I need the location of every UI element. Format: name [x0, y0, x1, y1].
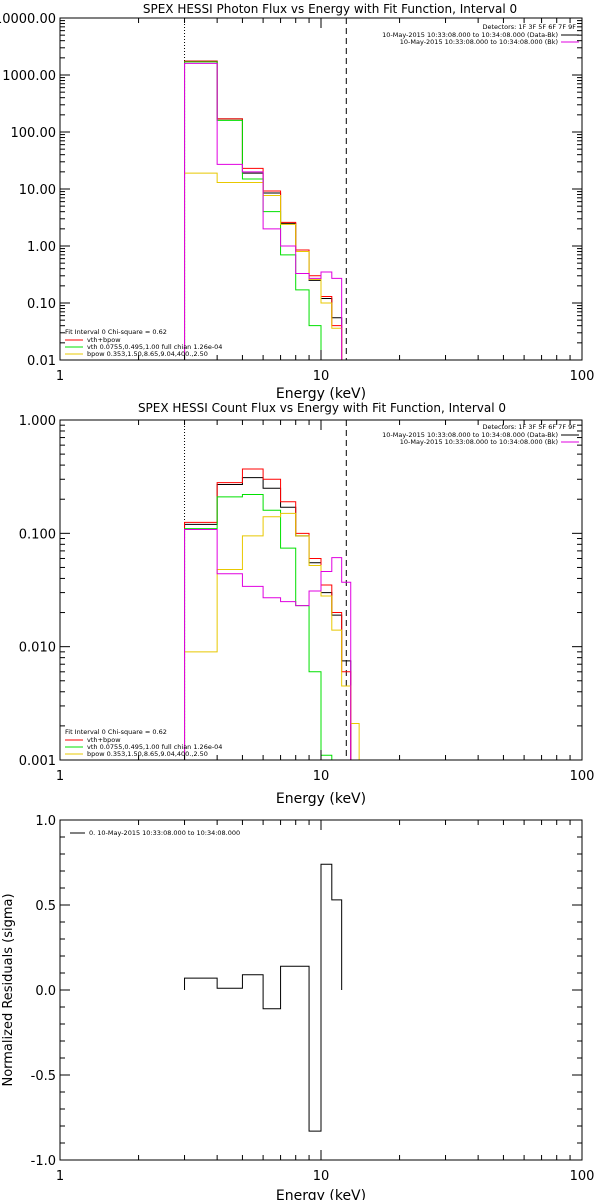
photon-legend-bpow-label: bpow 0.353,1.50,8.65,9.04,400.,2.50 [87, 350, 208, 358]
y-tick-label: 1.0 [35, 814, 56, 829]
photon-legend-bk-label: 10-May-2015 10:33:08.000 to 10:34:08.000… [400, 38, 558, 46]
y-tick-label: 100.00 [11, 126, 57, 141]
x-tick-label: 100 [570, 1169, 595, 1184]
y-tick-label: 1.000 [19, 414, 56, 429]
residuals-legend: 0. 10-May-2015 10:33:08.000 to 10:34:08.… [70, 829, 240, 837]
residuals-axes: 1 10 100 -1.0 -0.5 0.0 0.5 1.0 [31, 814, 595, 1184]
count-chart-title: SPEX HESSI Count Flux vs Energy with Fit… [138, 401, 506, 415]
count-legend-top: 10-May-2015 10:33:08.000 to 10:34:08.000… [382, 431, 579, 446]
y-tick-label: 0.01 [27, 354, 56, 369]
y-tick-label: 0.0 [35, 984, 56, 999]
count-fit-legend: Fit Interval 0 Chi-square = 0.62 vth+bpo… [65, 728, 222, 758]
residuals-x-axis-label: Energy (keV) [276, 1188, 366, 1200]
photon-x-axis-label: Energy (keV) [276, 386, 366, 402]
y-tick-label: 0.100 [19, 527, 56, 542]
count-chart-marks [184, 420, 360, 760]
series-vth-bpow [184, 60, 343, 360]
x-tick-label: 1 [56, 769, 64, 784]
count-x-axis-label: Energy (keV) [276, 791, 366, 807]
x-tick-label: 100 [570, 769, 595, 784]
series-bpow [184, 512, 360, 760]
y-tick-label: -0.5 [31, 1069, 56, 1084]
count-legend-databk-label: 10-May-2015 10:33:08.000 to 10:34:08.000… [382, 431, 558, 439]
x-tick-label: 1 [56, 1169, 64, 1184]
photon-axes: 1 10 100 0.01 0.10 1.00 10.00 100.00 1000.00 1000… [0, 12, 594, 384]
y-tick-label: 0.010 [19, 641, 56, 656]
photon-detectors-text: Detectors: 1F 3F 5F 6F 7F 9F [482, 23, 576, 31]
count-fit-header: Fit Interval 0 Chi-square = 0.62 [65, 728, 167, 736]
y-tick-label: -1.0 [31, 1154, 56, 1169]
residuals-legend-label: 0. 10-May-2015 10:33:08.000 to 10:34:08.… [89, 829, 240, 837]
photon-legend-databk-label: 10-May-2015 10:33:08.000 to 10:34:08.000… [382, 31, 558, 39]
residuals-y-axis-label: Normalized Residuals (sigma) [1, 893, 16, 1086]
count-flux-panel: SPEX HESSI Count Flux vs Energy with Fit… [19, 401, 595, 807]
y-tick-label: 1.00 [27, 240, 56, 255]
count-legend-vthbpow-label: vth+bpow [87, 736, 121, 744]
photon-chart-title: SPEX HESSI Photon Flux vs Energy with Fi… [143, 2, 517, 16]
count-axes: 1 10 100 0.001 0.010 0.100 1.000 [19, 414, 595, 784]
y-tick-label: 0.5 [35, 899, 56, 914]
series-bk [184, 529, 352, 760]
series-0 [184, 863, 343, 1132]
x-tick-label: 100 [570, 369, 595, 384]
photon-fit-header: Fit Interval 0 Chi-square = 0.62 [65, 328, 167, 336]
count-legend-bk-label: 10-May-2015 10:33:08.000 to 10:34:08.000… [400, 438, 558, 446]
x-tick-label: 1 [56, 369, 64, 384]
count-detectors-text: Detectors: 1F 3F 5F 6F 7F 9F [482, 423, 576, 431]
photon-legend-vth-label: vth 0.0755,0.495,1.00 full chian 1.26e-0… [87, 343, 222, 351]
residuals-chart-marks [184, 863, 343, 1132]
y-tick-label: 10000.00 [0, 12, 56, 27]
x-tick-label: 10 [313, 1169, 330, 1184]
y-tick-label: 0.001 [19, 754, 56, 769]
photon-fit-legend: Fit Interval 0 Chi-square = 0.62 vth+bpo… [65, 328, 222, 358]
y-tick-label: 10.00 [19, 183, 56, 198]
x-tick-label: 10 [313, 369, 330, 384]
y-tick-label: 0.10 [27, 297, 56, 312]
series-bpow [184, 172, 343, 360]
series-bk [184, 62, 343, 360]
count-legend-vth-label: vth 0.0755,0.495,1.00 full chian 1.26e-0… [87, 743, 222, 751]
y-tick-label: 1000.00 [2, 69, 56, 84]
photon-legend-vthbpow-label: vth+bpow [87, 336, 121, 344]
series-vth [184, 494, 333, 760]
x-tick-label: 10 [313, 769, 330, 784]
residuals-panel: 1 10 100 -1.0 -0.5 0.0 0.5 1.0 Energy (keV) Nor… [1, 814, 594, 1200]
photon-chart-marks [184, 18, 347, 361]
count-legend-bpow-label: bpow 0.353,1.50,8.65,9.04,400.,2.50 [87, 750, 208, 758]
photon-legend-top: 10-May-2015 10:33:08.000 to 10:34:08.000… [382, 31, 579, 46]
photon-flux-panel: SPEX HESSI Photon Flux vs Energy with Fi… [0, 2, 594, 402]
